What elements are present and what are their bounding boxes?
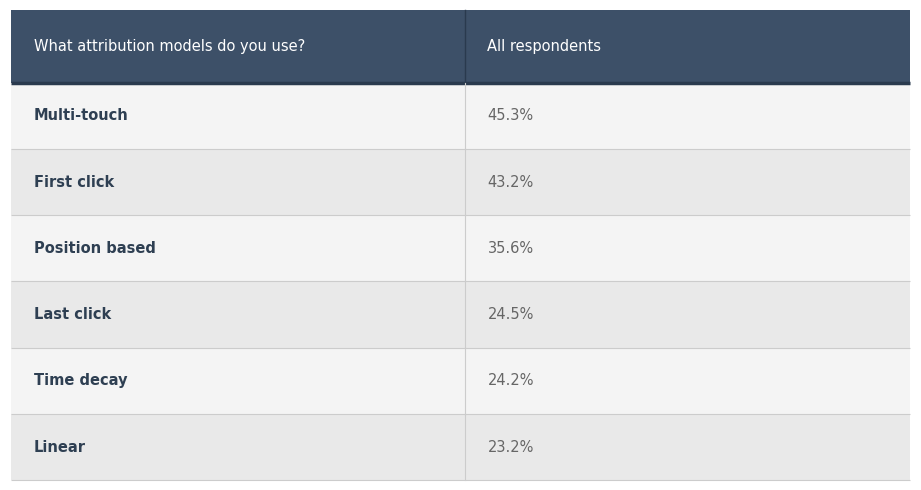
Text: First click: First click	[33, 174, 114, 190]
Text: Last click: Last click	[33, 307, 111, 322]
Text: 24.2%: 24.2%	[487, 373, 534, 389]
Bar	[11, 414, 910, 480]
Bar	[11, 10, 910, 83]
Bar	[11, 281, 910, 348]
Text: Time decay: Time decay	[33, 373, 127, 389]
Text: 23.2%: 23.2%	[487, 440, 534, 455]
Text: 35.6%: 35.6%	[487, 241, 533, 256]
Bar	[11, 149, 910, 215]
Bar	[11, 215, 910, 281]
Text: Multi-touch: Multi-touch	[33, 108, 128, 123]
Bar	[11, 348, 910, 414]
Text: 43.2%: 43.2%	[487, 174, 533, 190]
Text: Position based: Position based	[33, 241, 156, 256]
Text: Linear: Linear	[33, 440, 86, 455]
Text: What attribution models do you use?: What attribution models do you use?	[33, 39, 305, 54]
Text: All respondents: All respondents	[487, 39, 601, 54]
Text: 24.5%: 24.5%	[487, 307, 534, 322]
Text: 45.3%: 45.3%	[487, 108, 533, 123]
Bar	[11, 83, 910, 149]
